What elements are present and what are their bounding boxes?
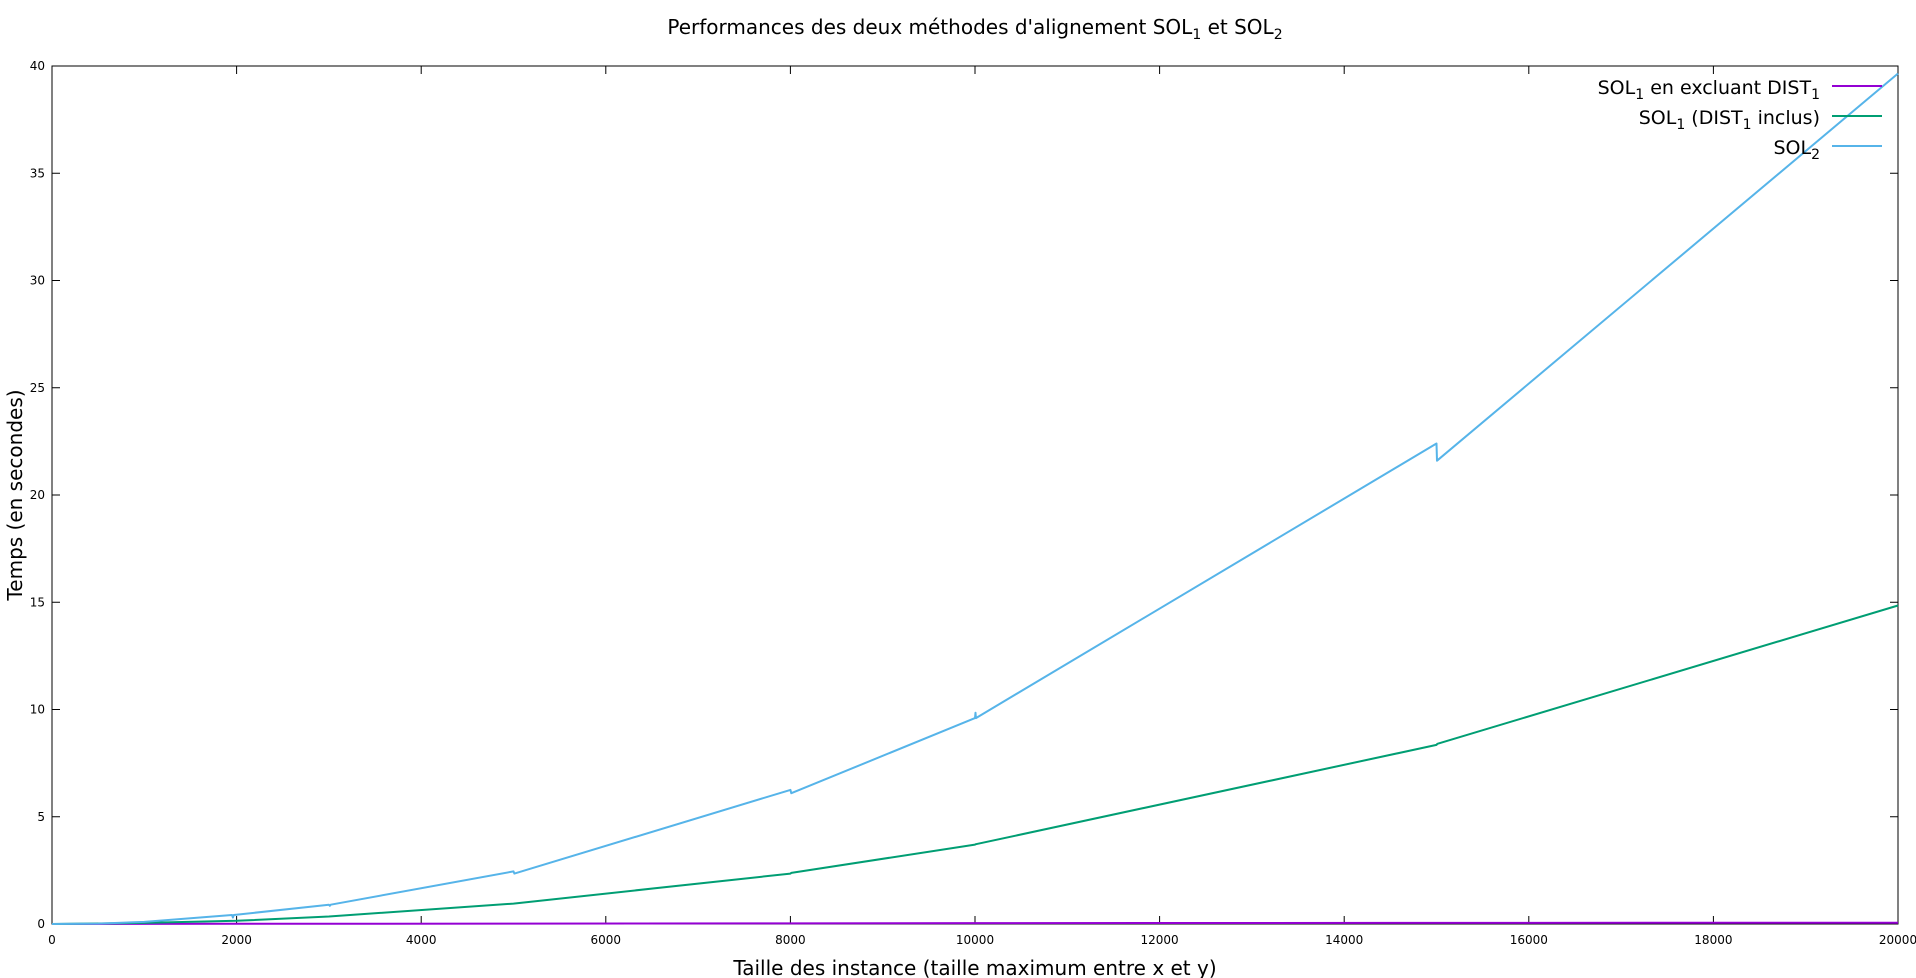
series-line-sol2 [51, 72, 1899, 925]
y-tick-label: 35 [30, 166, 45, 180]
chart-title: Performances des deux méthodes d'alignem… [667, 15, 1282, 43]
x-tick-label: 12000 [1141, 933, 1179, 947]
y-axis-ticks: 0 5 10 15 20 25 30 35 40 [30, 59, 1898, 931]
x-axis-ticks: 0 2000 4000 6000 8000 10000 12000 14000 16000 180… [48, 66, 1916, 947]
y-tick-label: 5 [37, 810, 45, 824]
plot-frame [51, 65, 1899, 925]
legend-label-sol2: SOL2 [1773, 137, 1820, 163]
series-layer [51, 72, 1899, 925]
x-tick-label: 2000 [221, 933, 252, 947]
legend-entry-sol2: SOL2 [1773, 137, 1882, 163]
x-tick-label: 20000 [1879, 933, 1916, 947]
y-tick-label: 25 [30, 381, 45, 395]
legend: SOL1 en excluant DIST1 SOL1 (DIST1 inclu… [1598, 77, 1882, 163]
x-axis-label: Taille des instance (taille maximum entr… [732, 956, 1216, 978]
y-tick-label: 15 [30, 595, 45, 609]
series-line-sol1-incl [51, 604, 1899, 925]
y-axis-label: Temps (en secondes) [3, 389, 27, 601]
y-tick-label: 40 [30, 59, 45, 73]
legend-label-sol1-incl: SOL1 (DIST1 inclus) [1639, 107, 1820, 133]
legend-label-sol1-excl: SOL1 en excluant DIST1 [1598, 77, 1820, 103]
x-tick-label: 14000 [1325, 933, 1363, 947]
y-tick-label: 20 [30, 488, 45, 502]
legend-entry-sol1-excl: SOL1 en excluant DIST1 [1598, 77, 1882, 103]
y-tick-label: 0 [37, 917, 45, 931]
x-tick-label: 0 [48, 933, 56, 947]
x-tick-label: 4000 [406, 933, 437, 947]
y-tick-label: 30 [30, 274, 45, 288]
legend-entry-sol1-incl: SOL1 (DIST1 inclus) [1639, 107, 1882, 133]
x-tick-label: 10000 [956, 933, 994, 947]
series-line-sol1-excl [51, 921, 1899, 925]
x-tick-label: 18000 [1694, 933, 1732, 947]
x-tick-label: 8000 [775, 933, 806, 947]
x-tick-label: 6000 [591, 933, 622, 947]
y-tick-label: 10 [30, 703, 45, 717]
x-tick-label: 16000 [1510, 933, 1548, 947]
